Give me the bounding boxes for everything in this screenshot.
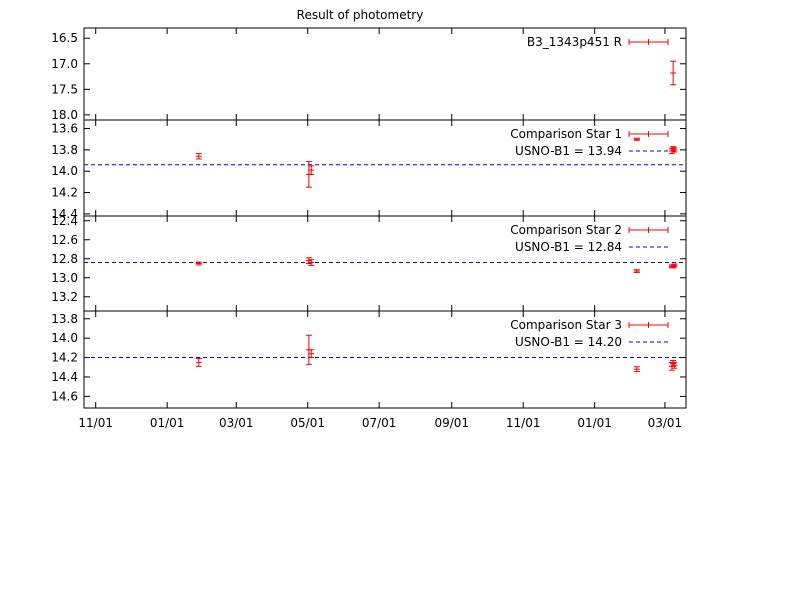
x-tick-label: 09/01 bbox=[434, 416, 469, 430]
panel-1-ytick-label: 17.0 bbox=[51, 57, 78, 71]
panel-4-ytick-label: 14.2 bbox=[51, 351, 78, 365]
legend-label: Comparison Star 3 bbox=[510, 318, 622, 332]
legend-label: Comparison Star 2 bbox=[510, 223, 622, 237]
panel-3-ytick-label: 13.0 bbox=[51, 271, 78, 285]
legend-reference-label: USNO-B1 = 12.84 bbox=[515, 240, 622, 254]
panel-3-ytick-label: 12.6 bbox=[51, 233, 78, 247]
panel-2-ytick-label: 14.2 bbox=[51, 186, 78, 200]
legend-reference-label: USNO-B1 = 14.20 bbox=[515, 335, 622, 349]
panel-2-ytick-label: 13.6 bbox=[51, 122, 78, 136]
legend-reference-label: USNO-B1 = 13.94 bbox=[515, 144, 622, 158]
panel-3-ytick-label: 13.2 bbox=[51, 290, 78, 304]
panel-2-ytick-label: 14.0 bbox=[51, 164, 78, 178]
panel-4-ytick-label: 14.6 bbox=[51, 389, 78, 403]
panel-4-ytick-label: 14.4 bbox=[51, 370, 78, 384]
chart-title: Result of photometry bbox=[297, 8, 424, 22]
panel-1-ytick-label: 17.5 bbox=[51, 82, 78, 96]
panel-1-ytick-label: 16.5 bbox=[51, 31, 78, 45]
x-tick-label: 03/01 bbox=[648, 416, 683, 430]
panel-4-ytick-label: 14.0 bbox=[51, 331, 78, 345]
x-tick-label: 01/01 bbox=[150, 416, 185, 430]
panel-4-ytick-label: 13.8 bbox=[51, 312, 78, 326]
x-tick-label: 07/01 bbox=[362, 416, 397, 430]
panel-3-ytick-label: 12.8 bbox=[51, 252, 78, 266]
panel-2-ytick-label: 13.8 bbox=[51, 143, 78, 157]
panel-1-ytick-label: 18.0 bbox=[51, 108, 78, 122]
panel-2-ytick-label: 14.4 bbox=[51, 207, 78, 221]
legend-label: Comparison Star 1 bbox=[510, 127, 622, 141]
legend-label: B3_1343p451 R bbox=[527, 35, 622, 49]
x-tick-label: 01/01 bbox=[577, 416, 612, 430]
x-tick-label: 11/01 bbox=[78, 416, 113, 430]
x-tick-label: 05/01 bbox=[290, 416, 325, 430]
panel-3-ytick-label: 12.4 bbox=[51, 214, 78, 228]
x-tick-label: 11/01 bbox=[506, 416, 541, 430]
x-tick-label: 03/01 bbox=[219, 416, 254, 430]
panel-4-frame bbox=[83, 310, 687, 409]
